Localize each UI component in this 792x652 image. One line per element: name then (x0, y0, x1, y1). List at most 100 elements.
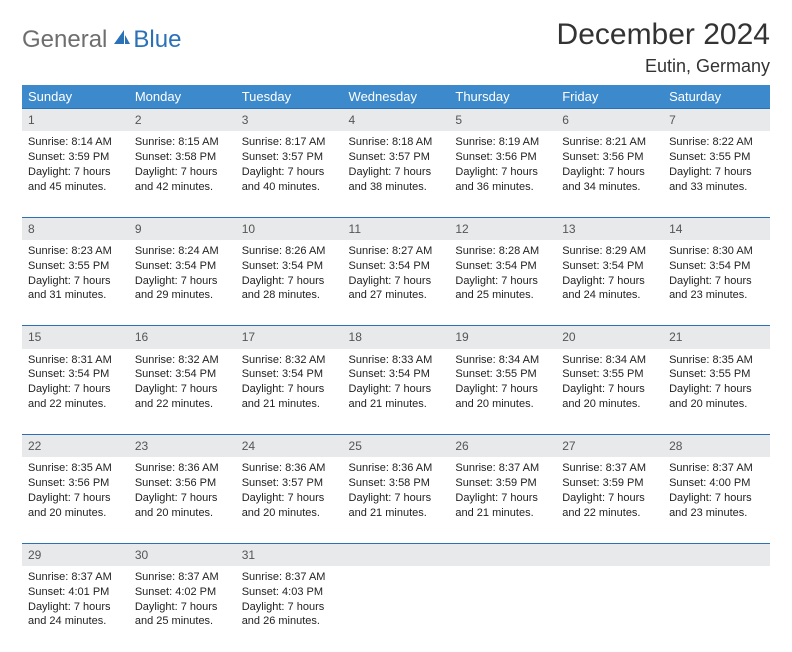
day-d1: Daylight: 7 hours (349, 165, 444, 180)
day-detail-cell: Sunrise: 8:31 AMSunset: 3:54 PMDaylight:… (22, 349, 129, 435)
day-sr: Sunrise: 8:22 AM (669, 135, 764, 150)
day-ss: Sunset: 3:54 PM (135, 367, 230, 382)
day-d2: and 42 minutes. (135, 180, 230, 195)
day-sr: Sunrise: 8:32 AM (242, 353, 337, 368)
day-number-cell: 13 (556, 217, 663, 240)
day-detail-cell (343, 566, 450, 652)
day-detail-row: Sunrise: 8:23 AMSunset: 3:55 PMDaylight:… (22, 240, 770, 326)
day-sr: Sunrise: 8:29 AM (562, 244, 657, 259)
day-sr: Sunrise: 8:35 AM (669, 353, 764, 368)
day-sr: Sunrise: 8:36 AM (242, 461, 337, 476)
day-detail-cell (663, 566, 770, 652)
day-d1: Daylight: 7 hours (669, 274, 764, 289)
day-detail-cell: Sunrise: 8:28 AMSunset: 3:54 PMDaylight:… (449, 240, 556, 326)
day-detail-cell: Sunrise: 8:29 AMSunset: 3:54 PMDaylight:… (556, 240, 663, 326)
day-ss: Sunset: 4:02 PM (135, 585, 230, 600)
day-number-cell (556, 543, 663, 566)
day-ss: Sunset: 3:57 PM (242, 150, 337, 165)
day-number-cell (449, 543, 556, 566)
day-number-row: 891011121314 (22, 217, 770, 240)
day-number-cell: 10 (236, 217, 343, 240)
day-sr: Sunrise: 8:37 AM (135, 570, 230, 585)
day-sr: Sunrise: 8:18 AM (349, 135, 444, 150)
day-number-row: 293031 (22, 543, 770, 566)
day-sr: Sunrise: 8:23 AM (28, 244, 123, 259)
day-ss: Sunset: 3:58 PM (349, 476, 444, 491)
day-number-cell: 1 (22, 109, 129, 132)
day-number-cell: 7 (663, 109, 770, 132)
day-detail-cell: Sunrise: 8:14 AMSunset: 3:59 PMDaylight:… (22, 131, 129, 217)
day-ss: Sunset: 3:55 PM (562, 367, 657, 382)
brand-part2: Blue (133, 26, 181, 54)
day-sr: Sunrise: 8:35 AM (28, 461, 123, 476)
day-number-cell: 31 (236, 543, 343, 566)
day-d2: and 25 minutes. (455, 288, 550, 303)
day-d1: Daylight: 7 hours (135, 165, 230, 180)
day-d1: Daylight: 7 hours (28, 165, 123, 180)
day-d2: and 45 minutes. (28, 180, 123, 195)
day-ss: Sunset: 3:56 PM (135, 476, 230, 491)
day-d2: and 21 minutes. (349, 397, 444, 412)
day-number-cell: 15 (22, 326, 129, 349)
day-detail-cell: Sunrise: 8:22 AMSunset: 3:55 PMDaylight:… (663, 131, 770, 217)
day-detail-row: Sunrise: 8:31 AMSunset: 3:54 PMDaylight:… (22, 349, 770, 435)
day-number-cell: 23 (129, 435, 236, 458)
day-number-cell: 26 (449, 435, 556, 458)
day-d1: Daylight: 7 hours (242, 600, 337, 615)
weekday-header: Wednesday (343, 85, 450, 109)
day-number-cell: 12 (449, 217, 556, 240)
day-d2: and 20 minutes. (242, 506, 337, 521)
day-d2: and 33 minutes. (669, 180, 764, 195)
day-d2: and 20 minutes. (455, 397, 550, 412)
day-ss: Sunset: 3:55 PM (28, 259, 123, 274)
day-d1: Daylight: 7 hours (562, 165, 657, 180)
weekday-header: Monday (129, 85, 236, 109)
day-ss: Sunset: 3:54 PM (242, 367, 337, 382)
day-ss: Sunset: 3:54 PM (242, 259, 337, 274)
day-sr: Sunrise: 8:31 AM (28, 353, 123, 368)
day-d1: Daylight: 7 hours (242, 274, 337, 289)
day-d1: Daylight: 7 hours (135, 274, 230, 289)
day-detail-cell: Sunrise: 8:36 AMSunset: 3:56 PMDaylight:… (129, 457, 236, 543)
day-sr: Sunrise: 8:17 AM (242, 135, 337, 150)
day-d1: Daylight: 7 hours (28, 600, 123, 615)
day-ss: Sunset: 3:54 PM (562, 259, 657, 274)
day-sr: Sunrise: 8:36 AM (349, 461, 444, 476)
brand-part1: General (22, 26, 107, 54)
location-label: Eutin, Germany (557, 56, 770, 77)
day-d2: and 21 minutes. (349, 506, 444, 521)
day-d1: Daylight: 7 hours (669, 165, 764, 180)
day-ss: Sunset: 3:54 PM (455, 259, 550, 274)
day-d2: and 22 minutes. (562, 506, 657, 521)
day-ss: Sunset: 3:54 PM (349, 367, 444, 382)
day-number-cell: 29 (22, 543, 129, 566)
weekday-header: Friday (556, 85, 663, 109)
day-d1: Daylight: 7 hours (455, 274, 550, 289)
day-detail-cell: Sunrise: 8:35 AMSunset: 3:56 PMDaylight:… (22, 457, 129, 543)
day-number-row: 22232425262728 (22, 435, 770, 458)
day-d1: Daylight: 7 hours (28, 274, 123, 289)
day-d2: and 21 minutes. (242, 397, 337, 412)
day-number-cell: 14 (663, 217, 770, 240)
day-d2: and 23 minutes. (669, 288, 764, 303)
day-d2: and 23 minutes. (669, 506, 764, 521)
day-detail-cell: Sunrise: 8:17 AMSunset: 3:57 PMDaylight:… (236, 131, 343, 217)
day-number-cell: 3 (236, 109, 343, 132)
day-d2: and 26 minutes. (242, 614, 337, 629)
day-detail-row: Sunrise: 8:35 AMSunset: 3:56 PMDaylight:… (22, 457, 770, 543)
day-d2: and 20 minutes. (28, 506, 123, 521)
title-block: December 2024 Eutin, Germany (557, 18, 770, 77)
day-detail-cell: Sunrise: 8:37 AMSunset: 3:59 PMDaylight:… (449, 457, 556, 543)
day-d1: Daylight: 7 hours (562, 491, 657, 506)
day-sr: Sunrise: 8:26 AM (242, 244, 337, 259)
day-detail-cell: Sunrise: 8:36 AMSunset: 3:58 PMDaylight:… (343, 457, 450, 543)
weekday-header: Sunday (22, 85, 129, 109)
day-ss: Sunset: 3:55 PM (669, 150, 764, 165)
day-d1: Daylight: 7 hours (135, 491, 230, 506)
day-sr: Sunrise: 8:37 AM (669, 461, 764, 476)
day-sr: Sunrise: 8:37 AM (242, 570, 337, 585)
day-d2: and 20 minutes. (562, 397, 657, 412)
day-d1: Daylight: 7 hours (135, 600, 230, 615)
day-detail-cell: Sunrise: 8:23 AMSunset: 3:55 PMDaylight:… (22, 240, 129, 326)
day-detail-cell: Sunrise: 8:37 AMSunset: 4:02 PMDaylight:… (129, 566, 236, 652)
